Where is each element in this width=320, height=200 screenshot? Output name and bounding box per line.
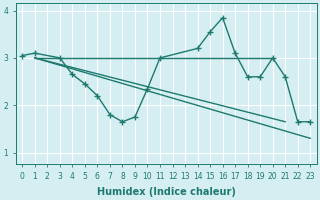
- X-axis label: Humidex (Indice chaleur): Humidex (Indice chaleur): [97, 187, 236, 197]
